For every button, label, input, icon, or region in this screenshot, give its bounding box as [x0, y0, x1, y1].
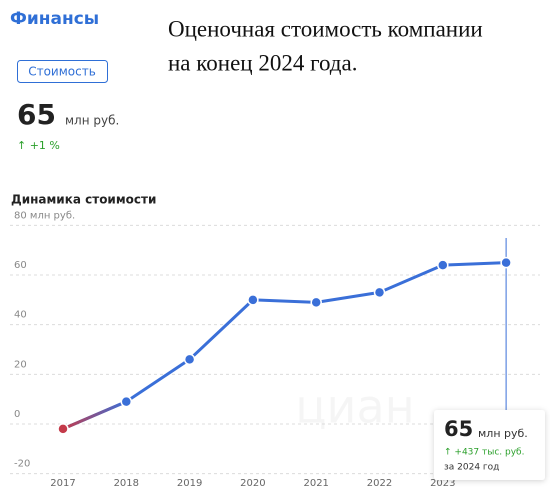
- x-tick-label: 2023: [430, 478, 455, 489]
- metric-unit: млн руб.: [65, 114, 119, 128]
- y-tick-label: 20: [14, 359, 27, 370]
- point: [57, 423, 69, 435]
- metric-change: ↑ +1 %: [17, 139, 60, 152]
- x-tick-label: 2019: [177, 478, 202, 489]
- x-tick-label: 2021: [303, 478, 328, 489]
- point: [247, 294, 259, 306]
- metric-value: 65: [17, 98, 56, 131]
- tab-label[interactable]: Стоимость: [28, 65, 96, 79]
- tooltip-change: ↑ +437 тыс. руб.: [444, 448, 524, 458]
- x-tick-label: 2022: [367, 478, 392, 489]
- heading: Оценочная стоимость компании: [168, 16, 483, 41]
- point: [437, 259, 449, 271]
- tooltip-value: 65: [444, 417, 473, 441]
- y-tick-label: -20: [14, 459, 30, 470]
- line-segment: [62, 400, 127, 431]
- x-tick-label: 2017: [50, 478, 75, 489]
- x-tick-label: 2020: [240, 478, 265, 489]
- point: [500, 256, 512, 269]
- y-tick-label: 60: [14, 260, 27, 271]
- y-tick-label: 0: [14, 409, 20, 420]
- line: [62, 261, 507, 431]
- y-tick-label: 40: [14, 310, 27, 321]
- point: [373, 286, 386, 299]
- point: [310, 296, 322, 309]
- y-tick-label: 80 млн руб.: [14, 210, 75, 221]
- x-tick-label: 2018: [114, 478, 139, 489]
- chart-title: Динамика стоимости: [11, 193, 156, 207]
- tooltip-period: за 2024 год: [444, 463, 499, 473]
- title: Финансы: [10, 9, 99, 29]
- point: [183, 353, 196, 366]
- watermark: циан: [295, 380, 414, 434]
- tooltip-unit: млн руб.: [478, 427, 528, 440]
- tooltip: [434, 410, 545, 480]
- tab[interactable]: [17, 60, 108, 83]
- heading: на конец 2024 года.: [168, 50, 357, 75]
- point: [120, 395, 133, 408]
